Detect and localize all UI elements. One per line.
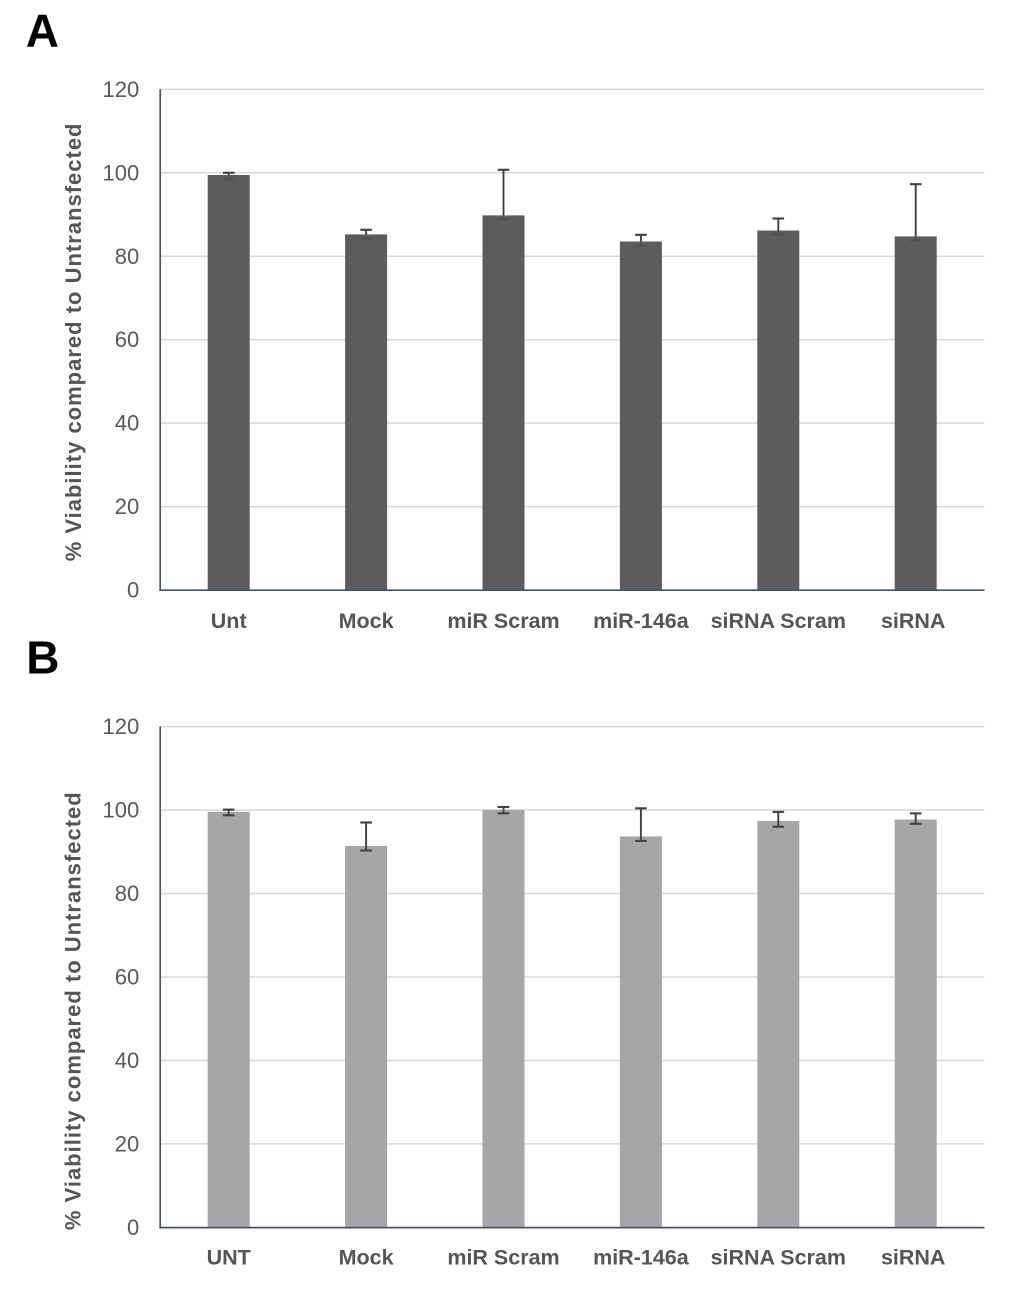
svg-text:A: A (26, 4, 59, 56)
svg-text:Mock: Mock (339, 1246, 394, 1270)
svg-text:0: 0 (127, 1215, 139, 1240)
svg-text:siRNA: siRNA (881, 609, 946, 633)
svg-text:120: 120 (102, 714, 139, 739)
svg-text:UNT: UNT (207, 1246, 251, 1270)
svg-text:20: 20 (115, 494, 139, 519)
svg-text:miR Scram: miR Scram (447, 609, 559, 633)
svg-text:60: 60 (115, 327, 139, 352)
svg-text:0: 0 (127, 578, 139, 603)
svg-text:Mock: Mock (339, 609, 394, 633)
svg-text:20: 20 (115, 1131, 139, 1156)
svg-text:miR-146a: miR-146a (593, 1246, 690, 1270)
svg-text:40: 40 (115, 411, 139, 436)
svg-text:120: 120 (102, 77, 139, 102)
svg-text:% Viability compared to Untran: % Viability compared to Untransfected (61, 122, 86, 561)
svg-text:siRNA Scram: siRNA Scram (711, 609, 846, 633)
svg-text:100: 100 (102, 798, 139, 823)
svg-text:% Viability compared to Untran: % Viability compared to Untransfected (60, 791, 85, 1230)
svg-text:40: 40 (115, 1048, 139, 1073)
svg-text:100: 100 (102, 160, 139, 185)
svg-text:miR Scram: miR Scram (447, 1246, 559, 1270)
svg-text:miR-146a: miR-146a (593, 609, 690, 633)
svg-text:siRNA: siRNA (881, 1246, 946, 1270)
svg-text:Unt: Unt (211, 609, 247, 633)
svg-text:80: 80 (115, 244, 139, 269)
svg-text:siRNA Scram: siRNA Scram (711, 1246, 846, 1270)
svg-text:B: B (26, 632, 59, 684)
svg-text:80: 80 (115, 881, 139, 906)
svg-text:60: 60 (115, 965, 139, 990)
